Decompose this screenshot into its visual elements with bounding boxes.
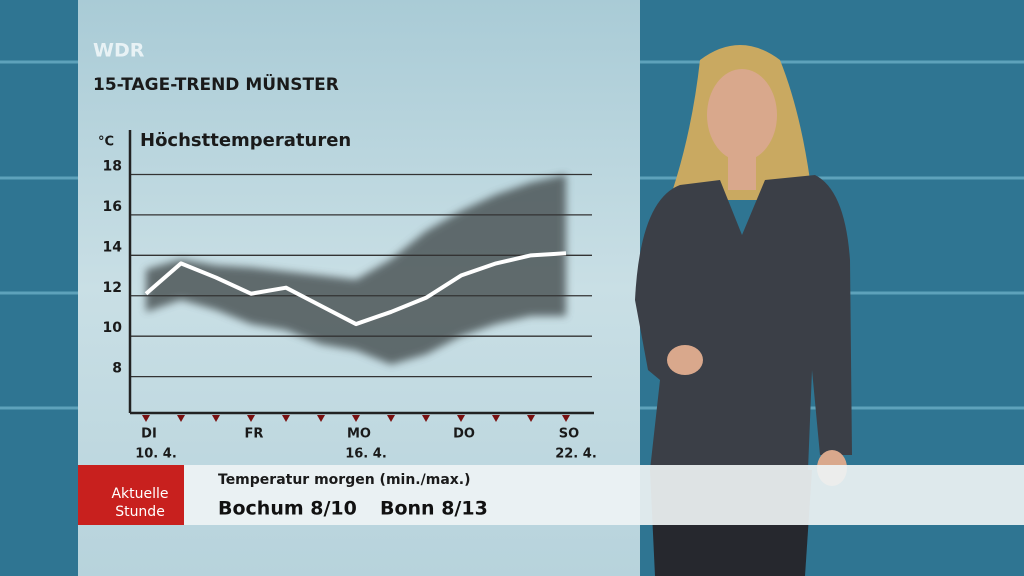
x-tick — [527, 415, 535, 422]
x-tick — [177, 415, 185, 422]
ticker-bar — [184, 465, 1024, 525]
x-date-label: 16. 4. — [345, 447, 387, 462]
x-tick — [142, 415, 150, 422]
x-tick — [352, 415, 360, 422]
logo: WDR — [93, 40, 145, 62]
y-tick-label: 16 — [103, 199, 122, 215]
y-tick-label: 18 — [103, 158, 122, 174]
x-tick-label: DI — [141, 427, 157, 442]
ticker-item: Bonn 8/13 — [380, 498, 488, 520]
y-unit: °C — [98, 135, 114, 150]
chart-title: Höchsttemperaturen — [140, 130, 351, 151]
x-date-label: 22. 4. — [555, 447, 597, 462]
y-tick-label: 10 — [103, 320, 123, 336]
x-tick — [212, 415, 220, 422]
y-tick-label: 12 — [103, 280, 122, 296]
ticker-item: Bochum 8/10 — [218, 498, 357, 520]
x-tick — [387, 415, 395, 422]
temperature-line — [144, 251, 567, 327]
badge-line: Stunde — [115, 504, 165, 520]
x-tick — [317, 415, 325, 422]
x-tick — [247, 415, 255, 422]
x-tick — [422, 415, 430, 422]
plot: 8 10 12 14 16 18 DI 10. 4. FR MO 16. 4. DO SO 22. 4. — [103, 130, 597, 462]
x-tick-label: FR — [245, 427, 264, 442]
badge-line: Aktuelle — [111, 486, 168, 502]
x-tick-label: DO — [453, 427, 475, 442]
y-tick-label: 8 — [112, 361, 122, 377]
x-tick-label: SO — [559, 427, 579, 442]
y-tick-label: 14 — [103, 239, 123, 255]
x-tick — [457, 415, 465, 422]
x-date-label: 10. 4. — [135, 447, 177, 462]
x-tick — [282, 415, 290, 422]
ticker-heading: Temperatur morgen (min./max.) — [218, 472, 471, 488]
page-title: 15-TAGE-TREND MÜNSTER — [93, 73, 339, 95]
x-tick — [562, 415, 570, 422]
x-tick-label: MO — [347, 427, 371, 442]
x-tick — [492, 415, 500, 422]
badge — [78, 465, 184, 525]
range-band — [146, 174, 566, 365]
